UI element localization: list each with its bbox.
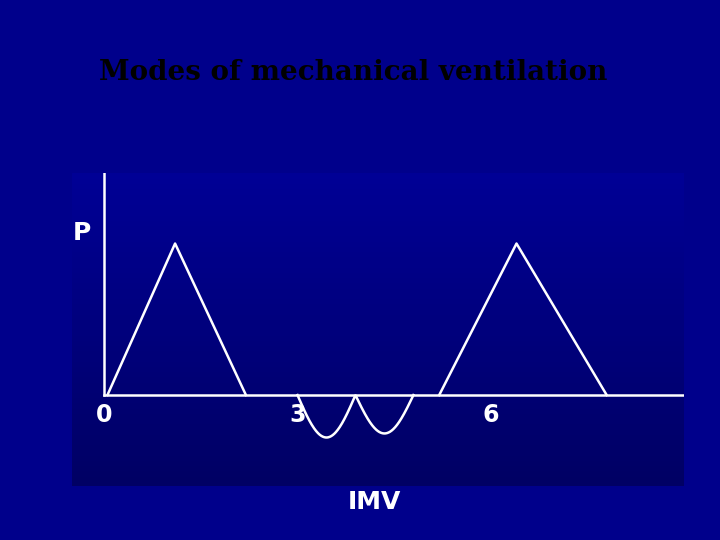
Bar (72, 429, 684, 434)
Bar (72, 225, 684, 230)
Bar (72, 282, 684, 288)
Bar (72, 220, 684, 225)
Bar (72, 293, 684, 298)
Bar (72, 267, 684, 272)
Bar (72, 230, 684, 235)
Bar (72, 392, 684, 397)
Bar (72, 235, 684, 241)
Bar (72, 376, 684, 382)
Bar (72, 308, 684, 314)
Bar (72, 449, 684, 455)
Bar (72, 256, 684, 261)
Bar (72, 423, 684, 429)
Bar (72, 355, 684, 361)
Bar (72, 188, 684, 194)
Bar (72, 481, 684, 486)
Bar (72, 366, 684, 371)
Bar (72, 329, 684, 335)
Text: P: P (73, 221, 91, 245)
Text: 3: 3 (289, 403, 306, 427)
Bar (72, 465, 684, 470)
Bar (72, 418, 684, 423)
Bar (72, 324, 684, 329)
Bar (72, 434, 684, 439)
Bar (72, 314, 684, 319)
Bar (72, 178, 684, 183)
Text: Modes of mechanical ventilation: Modes of mechanical ventilation (99, 59, 607, 86)
Bar (72, 241, 684, 246)
Bar (72, 199, 684, 204)
Bar (72, 288, 684, 293)
Bar (72, 345, 684, 350)
Bar (72, 335, 684, 340)
Bar (72, 402, 684, 408)
Bar (72, 397, 684, 402)
Bar (72, 361, 684, 366)
Bar (72, 460, 684, 465)
Bar (72, 439, 684, 444)
Bar (72, 204, 684, 210)
Bar (72, 476, 684, 481)
Bar (72, 444, 684, 449)
Bar (72, 194, 684, 199)
Bar (72, 371, 684, 376)
Text: IMV: IMV (348, 490, 401, 514)
Bar (72, 173, 684, 178)
Text: 0: 0 (96, 403, 112, 427)
Bar (72, 210, 684, 214)
Bar (72, 303, 684, 308)
Bar (72, 455, 684, 460)
Bar (72, 277, 684, 282)
Bar (72, 272, 684, 277)
Bar (72, 246, 684, 251)
Bar (72, 470, 684, 476)
Bar (72, 298, 684, 303)
Bar (72, 350, 684, 355)
Text: 6: 6 (482, 403, 499, 427)
Bar (72, 382, 684, 387)
Bar (72, 261, 684, 267)
Bar (72, 251, 684, 256)
Bar (72, 214, 684, 220)
Bar (72, 319, 684, 324)
Bar (72, 340, 684, 345)
Bar (72, 183, 684, 188)
Bar (72, 387, 684, 392)
Bar (72, 408, 684, 413)
Bar (72, 413, 684, 418)
